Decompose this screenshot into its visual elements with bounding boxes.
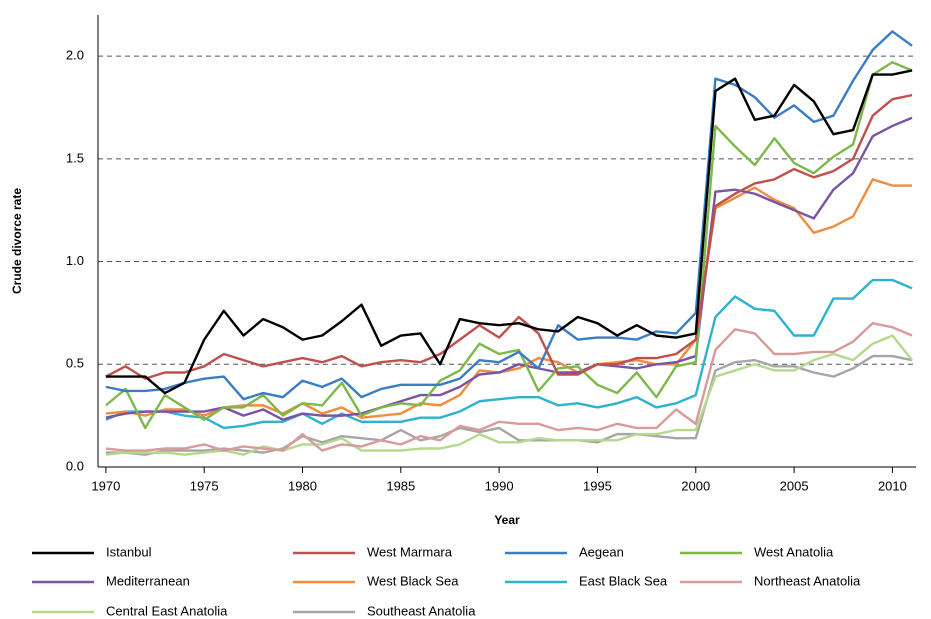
x-tick-label: 1980 [288,478,317,493]
legend-label: Southeast Anatolia [367,603,476,618]
y-tick-label: 1.0 [66,253,84,268]
y-tick-label: 0.0 [66,458,84,473]
x-tick-label: 1970 [91,478,120,493]
legend-label: Mediterranean [106,573,190,588]
series-line [105,321,913,452]
legend-label: Northeast Anatolia [754,573,861,588]
x-axis-title: Year [494,513,520,527]
series-line [105,354,913,456]
series-line [105,178,913,419]
x-tick-label: 2000 [681,478,710,493]
legend-label: Istanbul [106,544,152,559]
series-line [105,278,913,430]
series-line [105,116,913,421]
series-line [105,30,913,401]
series-line [105,334,914,456]
legend-label: West Marmara [367,544,453,559]
series-line [105,93,913,380]
y-axis-title: Crude divorce rate [10,188,24,294]
x-tick-label: 1975 [190,478,219,493]
y-tick-label: 2.0 [66,48,84,63]
y-tick-label: 0.5 [66,356,84,371]
legend-label: East Black Sea [579,573,668,588]
series-line [105,69,913,395]
x-tick-label: 1990 [485,478,514,493]
series-line [105,61,913,430]
x-tick-label: 1995 [583,478,612,493]
legend-label: Aegean [579,544,624,559]
x-tick-label: 2005 [780,478,809,493]
y-tick-label: 1.5 [66,150,84,165]
x-tick-label: 2010 [878,478,907,493]
legend-label: West Black Sea [367,573,459,588]
legend-label: Central East Anatolia [106,603,228,618]
x-tick-label: 1985 [386,478,415,493]
legend-label: West Anatolia [754,544,834,559]
